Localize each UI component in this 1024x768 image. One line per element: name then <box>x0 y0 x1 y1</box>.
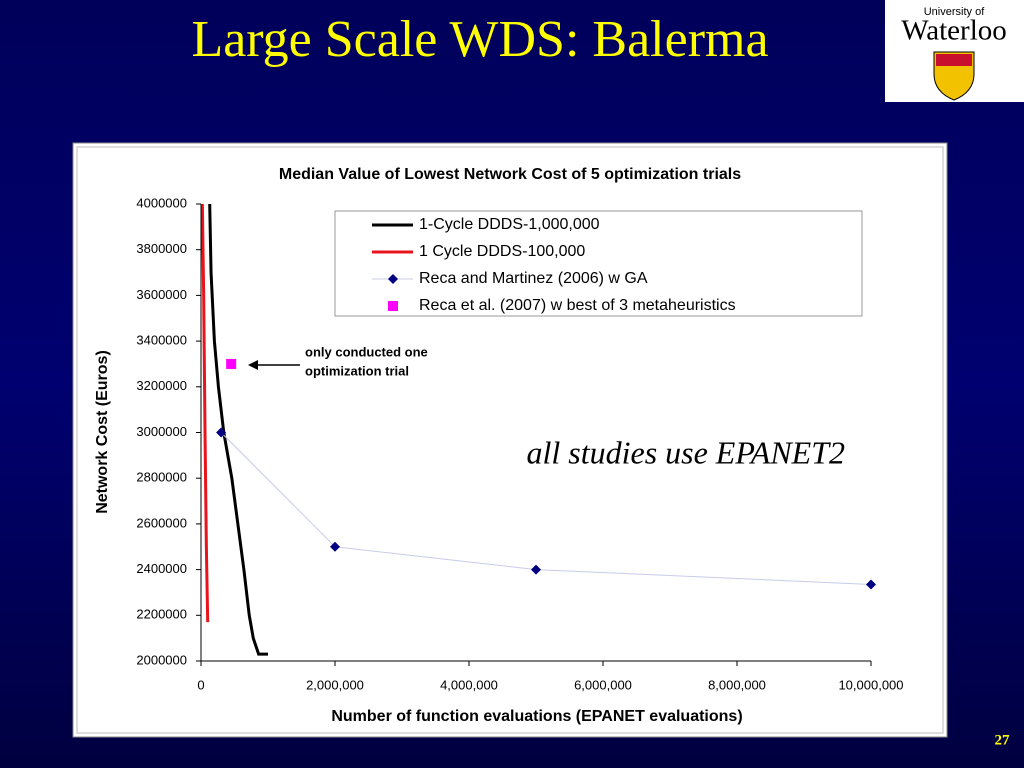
legend-label: 1-Cycle DDDS-1,000,000 <box>419 216 600 233</box>
point <box>226 358 237 369</box>
annotation-arrowhead <box>248 360 258 370</box>
chart-title: Median Value of Lowest Network Cost of 5… <box>279 166 741 183</box>
logo-shield-band <box>936 54 972 66</box>
y-tick-label: 2000000 <box>136 652 187 667</box>
y-tick-label: 3800000 <box>136 241 187 256</box>
plot <box>200 203 876 656</box>
legend-label: Reca et al. (2007) w best of 3 metaheuri… <box>419 297 736 314</box>
legend-label: Reca and Martinez (2006) w GA <box>419 270 648 287</box>
point <box>330 541 340 552</box>
point <box>216 427 227 438</box>
legend-swatch <box>388 301 398 311</box>
legend-box <box>334 210 863 317</box>
legend-swatch <box>388 274 398 284</box>
y-tick-label: 4000000 <box>136 195 187 210</box>
annotation: all studies use EPANET2 <box>526 434 845 470</box>
x-tick-label: 8,000,000 <box>708 677 766 692</box>
legend-label: 1 Cycle DDDS-100,000 <box>419 243 585 260</box>
point <box>866 579 876 590</box>
y-tick-label: 3400000 <box>136 333 187 348</box>
x-tick-label: 6,000,000 <box>574 677 632 692</box>
slide-title: Large Scale WDS: Balerma <box>191 11 768 68</box>
series-line <box>200 203 210 623</box>
page-number: 27 <box>995 732 1011 748</box>
x-tick-label: 4,000,000 <box>440 677 498 692</box>
y-tick-label: 2800000 <box>136 470 187 485</box>
x-tick-label: 10,000,000 <box>838 677 903 692</box>
logo-text: University of <box>924 6 985 18</box>
x-tick-label: 0 <box>197 677 204 692</box>
series-line <box>220 432 872 585</box>
y-tick-label: 2600000 <box>136 515 187 530</box>
y-tick-label: 3000000 <box>136 424 187 439</box>
series-line <box>208 203 268 656</box>
point <box>531 564 541 575</box>
logo-text: Waterloo <box>901 15 1007 47</box>
y-tick-label: 3200000 <box>136 378 187 393</box>
y-tick-label: 2200000 <box>136 607 187 622</box>
x-axis-label: Number of function evaluations (EPANET e… <box>331 708 742 725</box>
x-tick-label: 2,000,000 <box>306 677 364 692</box>
y-tick-label: 2400000 <box>136 561 187 576</box>
annotation: optimization trial <box>305 363 409 378</box>
y-tick-label: 3600000 <box>136 287 187 302</box>
chart-frame <box>76 146 944 734</box>
annotation: only conducted one <box>305 344 428 359</box>
y-axis-label: Network Cost (Euros) <box>94 350 111 514</box>
